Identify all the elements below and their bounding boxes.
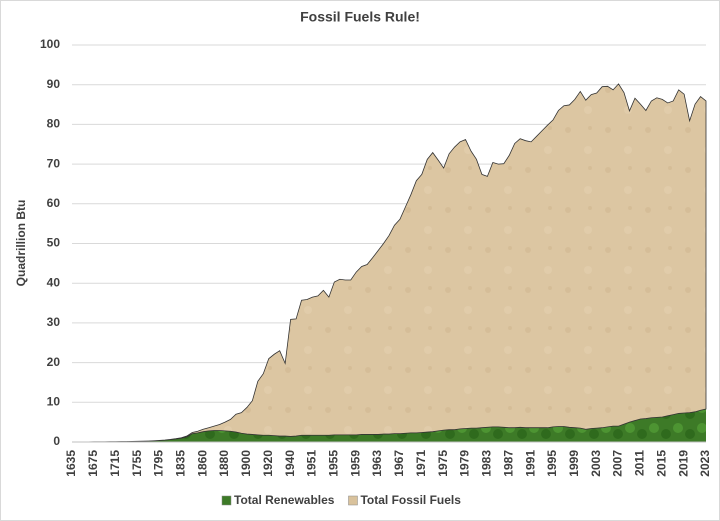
x-tick-label: 2023 (698, 450, 712, 477)
legend-label: Total Renewables (234, 493, 335, 507)
y-tick-label: 80 (47, 117, 61, 131)
x-tick-label: 1971 (414, 450, 428, 477)
x-tick-label: 1675 (86, 450, 100, 477)
y-tick-label: 90 (47, 77, 61, 91)
x-tick-label: 1860 (195, 450, 209, 477)
legend-label: Total Fossil Fuels (360, 493, 461, 507)
x-tick-label: 1991 (523, 450, 537, 477)
y-axis-title: Quadrillion Btu (14, 200, 28, 287)
y-tick-label: 40 (47, 275, 61, 289)
y-tick-label: 30 (47, 315, 61, 329)
x-tick-label: 1959 (348, 450, 362, 477)
y-tick-label: 10 (47, 394, 61, 408)
x-tick-label: 2007 (611, 450, 625, 477)
x-tick-label: 1983 (480, 450, 494, 477)
x-tick-label: 2015 (654, 450, 668, 477)
y-tick-label: 50 (47, 236, 61, 250)
x-tick-label: 1880 (217, 450, 231, 477)
x-tick-label: 1975 (436, 450, 450, 477)
area (71, 83, 707, 443)
x-tick-label: 1955 (327, 450, 341, 477)
x-tick-label: 1715 (108, 450, 122, 477)
x-tick-label: 1920 (261, 450, 275, 477)
y-tick-label: 60 (47, 196, 61, 210)
x-tick-label: 1995 (545, 450, 559, 477)
legend-swatch (221, 495, 232, 506)
x-tick-label: 1635 (64, 450, 78, 477)
x-tick-label: 1999 (567, 450, 581, 477)
x-tick-label: 1755 (130, 450, 144, 477)
x-tick-label: 1940 (283, 450, 297, 477)
x-tick-label: 2003 (589, 450, 603, 477)
x-tick-label: 1795 (152, 450, 166, 477)
y-tick-label: 0 (53, 434, 60, 448)
x-tick-label: 1900 (239, 450, 253, 477)
y-tick-label: 70 (47, 156, 61, 170)
legend-swatch (348, 495, 358, 506)
y-tick-label: 100 (40, 37, 60, 51)
x-tick-label: 1835 (173, 450, 187, 477)
x-tick-label: 1951 (305, 450, 319, 477)
x-tick-label: 1967 (392, 450, 406, 477)
x-tick-label: 1963 (370, 450, 384, 477)
x-tick-label: 1979 (458, 450, 472, 477)
x-tick-label: 1987 (501, 450, 515, 477)
chart-title: Fossil Fuels Rule! (300, 9, 420, 25)
x-tick-label: 2011 (633, 450, 647, 476)
y-tick-label: 20 (47, 355, 61, 369)
x-tick-label: 2019 (676, 450, 690, 477)
area (72, 409, 706, 442)
